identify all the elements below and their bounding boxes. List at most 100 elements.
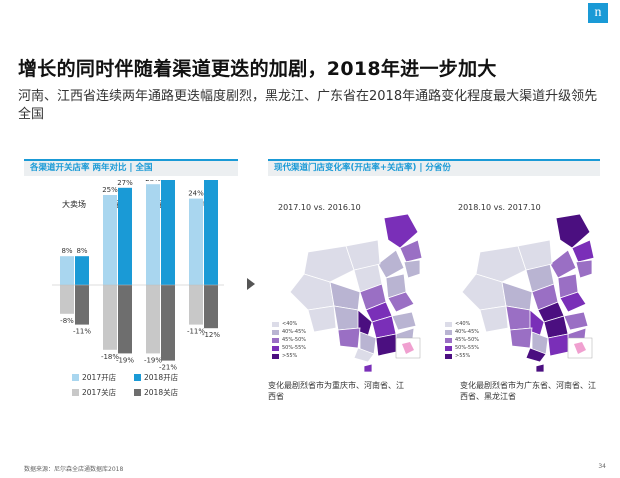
data-label: -21% — [159, 364, 177, 372]
map2-period-label: 2018.10 vs. 2017.10 — [458, 203, 541, 212]
legend-label: 2018关店 — [144, 387, 179, 397]
legend-row: <40% — [272, 320, 306, 328]
page-title: 增长的同时伴随着渠道更迭的加剧，2018年进一步加大 — [18, 58, 497, 80]
province-region — [479, 305, 509, 333]
province-region — [333, 305, 361, 331]
data-label: 27% — [117, 180, 133, 187]
legend-swatch — [272, 329, 279, 335]
bar-2018关店 — [75, 285, 89, 325]
inset-shape — [402, 342, 414, 354]
province-region — [387, 291, 415, 313]
province-region — [337, 327, 361, 349]
legend-row: 50%-55% — [272, 344, 306, 352]
china-map-2018 — [461, 213, 595, 373]
province-region — [555, 213, 591, 249]
province-region — [505, 305, 533, 331]
legend-swatch — [134, 374, 141, 381]
bar-2017开店 — [146, 184, 160, 285]
page-subtitle: 河南、江西省连续两年通路更迭幅度剧烈，黑龙江、广东省在2018年通路变化程度最大… — [18, 89, 598, 122]
data-label: -11% — [73, 328, 91, 336]
legend-label: 2018开店 — [144, 372, 179, 382]
province-region — [509, 327, 533, 349]
legend-swatch — [445, 353, 452, 359]
nielsen-logo: n — [588, 3, 608, 23]
legend-label: 45%-50% — [282, 337, 307, 343]
province-region — [403, 259, 421, 279]
province-region — [535, 363, 545, 373]
legend-label: 45%-50% — [455, 337, 480, 343]
data-label: -8% — [60, 317, 74, 325]
bar-2017关店 — [189, 285, 203, 325]
legend-row: 50%-55% — [445, 344, 479, 352]
province-region — [571, 239, 595, 263]
legend-swatch — [272, 353, 279, 359]
province-region — [303, 245, 355, 283]
province-region — [383, 213, 419, 249]
data-label: -12% — [202, 331, 220, 339]
bar-chart: 大卖场大超市小超市便利店8%25%28%24%8%27%32%30%-8%-18… — [52, 180, 224, 397]
left-panel-heading: 各渠道开关店率 两年对比 | 全国 — [24, 159, 238, 176]
legend-row: >55% — [445, 352, 479, 360]
data-label: -18% — [101, 353, 119, 361]
province-region — [399, 239, 423, 263]
legend-row: >55% — [272, 352, 306, 360]
bar-2018开店 — [75, 256, 89, 285]
legend-label: 40%-45% — [455, 329, 480, 335]
legend-label: <40% — [455, 321, 471, 327]
legend-row: 40%-45% — [445, 328, 479, 336]
bar-2017开店 — [103, 195, 117, 285]
legend-label: 2017开店 — [82, 372, 117, 382]
data-source: 数据来源：尼尔森全店通数据库2018 — [24, 466, 124, 473]
data-label: 8% — [61, 247, 72, 255]
legend-swatch — [272, 337, 279, 343]
data-label: 25% — [102, 186, 118, 194]
province-region — [475, 245, 527, 283]
province-region — [363, 363, 373, 373]
legend-label: 50%-55% — [455, 345, 480, 351]
page-number: 34 — [598, 463, 606, 470]
right-panel-heading: 现代渠道门店变化率(开店率+关店率) | 分省份 — [268, 159, 600, 176]
province-region — [547, 333, 569, 357]
legend-swatch — [445, 321, 452, 327]
category-label: 大卖场 — [62, 199, 86, 209]
legend-label: >55% — [282, 353, 298, 359]
province-region — [345, 239, 381, 271]
map1-caption: 变化最剧烈省市为重庆市、河南省、江西省 — [268, 381, 404, 401]
legend-label: 2017关店 — [82, 387, 117, 397]
legend-label: >55% — [455, 353, 471, 359]
bar-2017开店 — [189, 198, 203, 285]
province-region — [559, 291, 587, 313]
legend-row: 45%-50% — [445, 336, 479, 344]
legend-swatch — [272, 321, 279, 327]
map2-caption: 变化最剧烈省市为广东省、河南省、江西省、黑龙江省 — [460, 381, 596, 401]
legend-swatch — [272, 345, 279, 351]
province-region — [563, 311, 589, 331]
bar-2017开店 — [60, 256, 74, 285]
bar-2017关店 — [103, 285, 117, 350]
china-map-2017 — [289, 213, 423, 373]
bar-2018关店 — [161, 285, 175, 361]
bar-2018开店 — [161, 180, 175, 285]
province-region — [375, 333, 397, 357]
legend-swatch — [445, 337, 452, 343]
province-region — [377, 249, 405, 279]
province-region — [307, 305, 337, 333]
province-region — [517, 239, 553, 271]
legend-row: 40%-45% — [272, 328, 306, 336]
bar-2017关店 — [60, 285, 74, 314]
province-region — [353, 347, 375, 363]
data-label: 8% — [76, 247, 87, 255]
legend-swatch — [72, 389, 79, 396]
data-label: 24% — [188, 190, 204, 198]
map1-period-label: 2017.10 vs. 2016.10 — [278, 203, 361, 212]
legend-swatch — [445, 345, 452, 351]
bar-2018关店 — [118, 285, 132, 354]
legend-row: <40% — [445, 320, 479, 328]
legend-row: 45%-50% — [272, 336, 306, 344]
legend-swatch — [72, 374, 79, 381]
data-label: 28% — [145, 180, 161, 183]
bar-2017关店 — [146, 285, 160, 354]
bar-2018关店 — [204, 285, 218, 329]
arrow-right-icon — [247, 278, 255, 290]
province-region — [549, 249, 577, 279]
